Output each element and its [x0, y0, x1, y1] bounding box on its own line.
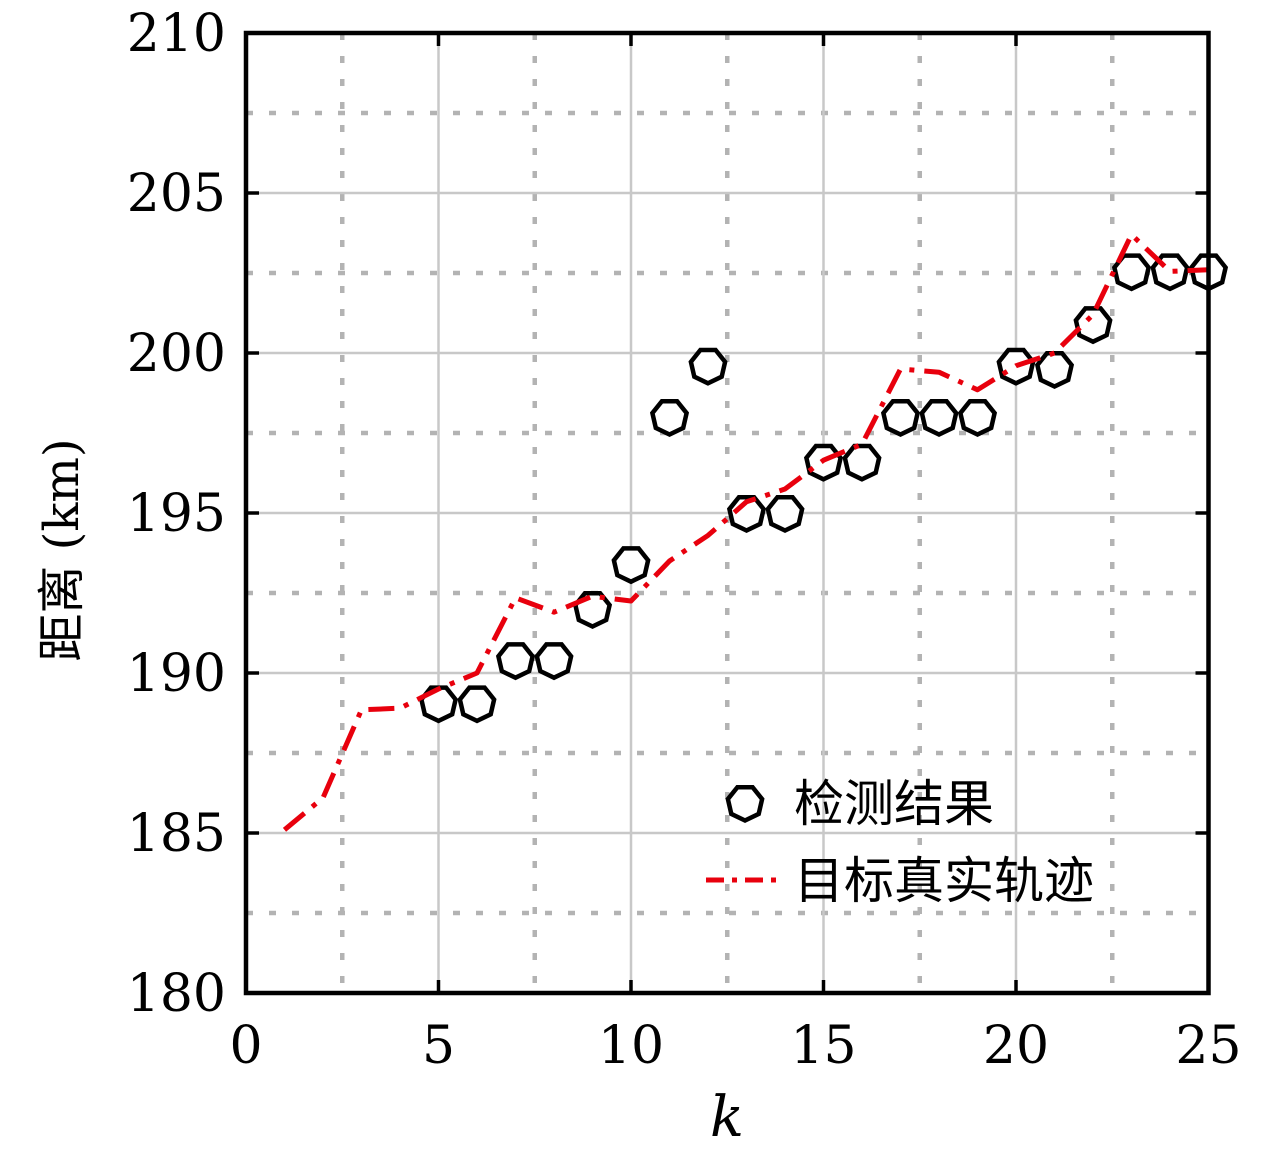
x-tick-label: 15 — [790, 1016, 856, 1076]
y-tick-label: 200 — [127, 324, 226, 384]
major-gridlines — [246, 33, 1209, 993]
y-tick-label: 190 — [127, 644, 226, 704]
y-tick-label: 180 — [127, 964, 226, 1024]
data-marker — [457, 685, 497, 724]
data-marker — [611, 546, 651, 585]
y-tick-labels: 180 185 190 195 200 205 210 — [127, 4, 226, 1024]
data-marker — [880, 398, 921, 437]
data-marker — [765, 494, 805, 533]
y-tick-label: 205 — [127, 164, 226, 224]
data-marker — [1073, 306, 1113, 345]
legend-marker-icon — [725, 784, 765, 823]
x-tick-label: 5 — [422, 1016, 455, 1076]
data-marker — [495, 642, 536, 681]
x-tick-label: 20 — [983, 1016, 1049, 1076]
legend — [706, 784, 780, 883]
x-tick-labels: 0 5 10 15 20 25 — [229, 1016, 1241, 1076]
y-tick-label: 195 — [127, 484, 226, 544]
data-marker — [957, 398, 998, 437]
axis-ticks — [244, 31, 1211, 995]
chart-generated-layer: 0 5 10 15 20 25 180 185 190 195 200 205 210 — [127, 4, 1242, 1076]
data-marker — [688, 347, 728, 386]
data-marker — [649, 398, 690, 437]
x-axis-title: k — [710, 1085, 744, 1150]
x-tick-label: 0 — [229, 1016, 262, 1076]
data-marker — [534, 642, 574, 681]
y-tick-label: 185 — [127, 804, 226, 864]
data-marker — [726, 494, 767, 533]
data-marker — [1034, 350, 1075, 389]
y-axis-title: 距离 (km) — [34, 438, 90, 661]
x-tick-label: 10 — [598, 1016, 664, 1076]
data-marker — [1111, 253, 1152, 292]
y-tick-label: 210 — [127, 4, 226, 64]
trajectory-line — [282, 232, 1209, 832]
legend-label-detection: 检测结果 — [794, 775, 994, 833]
data-marker — [919, 398, 959, 437]
legend-label-trajectory: 目标真实轨迹 — [794, 852, 1094, 910]
x-tick-label: 25 — [1175, 1016, 1241, 1076]
data-marker — [842, 443, 882, 482]
